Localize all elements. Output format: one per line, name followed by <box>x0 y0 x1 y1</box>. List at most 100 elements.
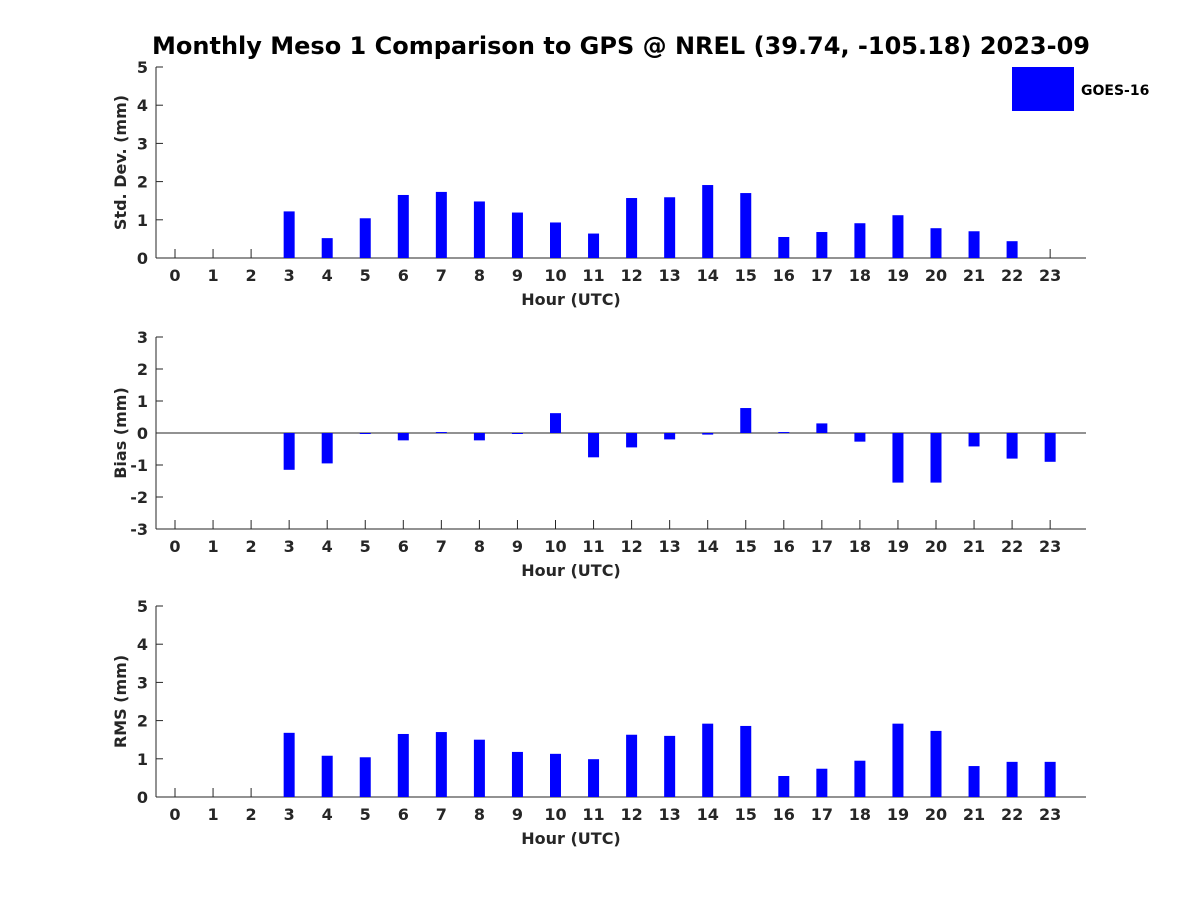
x-tick-label: 19 <box>887 537 909 556</box>
bar-rms-hour-19 <box>892 723 904 797</box>
x-tick-label: 6 <box>398 805 409 824</box>
x-tick-label: 4 <box>322 537 333 556</box>
bar-rms-hour-8 <box>473 739 485 797</box>
x-tick-label: 18 <box>849 266 871 285</box>
y-tick-label: 2 <box>137 360 148 379</box>
x-tick-label: 19 <box>887 805 909 824</box>
x-tick-label: 0 <box>169 805 180 824</box>
bar-rms-hour-13 <box>664 735 676 797</box>
x-tick-label: 0 <box>169 537 180 556</box>
x-tick-label: 10 <box>544 266 566 285</box>
bar-std-hour-6 <box>397 194 409 258</box>
bar-bias-hour-18 <box>854 433 866 442</box>
bar-rms-hour-6 <box>397 733 409 797</box>
y-tick-label: 4 <box>137 96 148 115</box>
bar-rms-hour-4 <box>321 755 333 797</box>
x-tick-label: 7 <box>436 537 447 556</box>
x-tick-label: 4 <box>322 266 333 285</box>
x-tick-label: 6 <box>398 537 409 556</box>
x-tick-label: 12 <box>620 805 642 824</box>
y-axis-label: Std. Dev. (mm) <box>111 95 130 230</box>
bar-bias-hour-20 <box>930 433 942 483</box>
x-tick-label: 5 <box>360 266 371 285</box>
x-tick-label: 20 <box>925 537 947 556</box>
bar-bias-hour-9 <box>511 433 523 434</box>
x-tick-label: 17 <box>811 266 833 285</box>
bar-bias-hour-17 <box>816 423 828 433</box>
y-axis-label: Bias (mm) <box>111 387 130 479</box>
bar-rms-hour-3 <box>283 732 295 797</box>
bar-std-hour-13 <box>664 197 676 258</box>
x-tick-label: 23 <box>1039 537 1061 556</box>
bar-rms-hour-14 <box>702 723 714 797</box>
x-tick-label: 15 <box>735 805 757 824</box>
x-tick-label: 14 <box>697 537 719 556</box>
x-tick-label: 14 <box>697 805 719 824</box>
x-tick-label: 9 <box>512 805 523 824</box>
x-tick-label: 16 <box>773 805 795 824</box>
bar-std-hour-9 <box>511 212 523 258</box>
bar-bias-hour-11 <box>588 433 600 458</box>
bar-std-hour-19 <box>892 215 904 258</box>
x-tick-label: 9 <box>512 266 523 285</box>
y-tick-label: 4 <box>137 635 148 654</box>
bar-bias-hour-16 <box>778 432 790 434</box>
bar-std-hour-4 <box>321 238 333 258</box>
bar-rms-hour-15 <box>740 725 752 797</box>
bar-rms-hour-22 <box>1006 761 1018 797</box>
y-tick-label: 0 <box>137 424 148 443</box>
x-tick-label: 13 <box>659 805 681 824</box>
x-tick-label: 0 <box>169 266 180 285</box>
bar-std-hour-12 <box>626 198 638 258</box>
x-tick-label: 6 <box>398 266 409 285</box>
bar-rms-hour-23 <box>1044 761 1056 797</box>
x-tick-label: 20 <box>925 266 947 285</box>
bar-std-hour-8 <box>473 201 485 258</box>
bar-std-hour-3 <box>283 211 295 258</box>
y-tick-label: 0 <box>137 249 148 268</box>
x-tick-label: 17 <box>811 805 833 824</box>
bar-rms-hour-16 <box>778 775 790 797</box>
x-tick-label: 23 <box>1039 805 1061 824</box>
x-tick-label: 21 <box>963 537 985 556</box>
x-tick-label: 4 <box>322 805 333 824</box>
x-tick-label: 2 <box>246 805 257 824</box>
y-tick-label: 5 <box>137 58 148 77</box>
y-tick-label: -2 <box>130 488 148 507</box>
x-tick-label: 1 <box>207 805 218 824</box>
x-tick-label: 22 <box>1001 805 1023 824</box>
bar-std-hour-22 <box>1006 241 1018 258</box>
x-tick-label: 12 <box>620 537 642 556</box>
bar-rms-hour-20 <box>930 730 942 797</box>
y-tick-label: -3 <box>130 520 148 539</box>
bar-rms-hour-21 <box>968 766 980 797</box>
x-axis-label: Hour (UTC) <box>521 290 621 309</box>
x-tick-label: 2 <box>246 266 257 285</box>
y-axis-label: RMS (mm) <box>111 655 130 748</box>
x-tick-label: 11 <box>582 805 604 824</box>
bar-bias-hour-3 <box>283 433 295 470</box>
y-tick-label: 3 <box>137 328 148 347</box>
bar-bias-hour-19 <box>892 433 904 483</box>
x-tick-label: 11 <box>582 266 604 285</box>
bar-rms-hour-5 <box>359 757 371 797</box>
bar-bias-hour-23 <box>1044 433 1056 462</box>
bar-bias-hour-4 <box>321 433 333 464</box>
y-tick-label: 1 <box>137 211 148 230</box>
bar-bias-hour-5 <box>359 433 371 434</box>
bar-rms-hour-17 <box>816 768 828 797</box>
y-tick-label: 0 <box>137 788 148 807</box>
bar-bias-hour-12 <box>626 433 638 448</box>
bar-bias-hour-13 <box>664 433 676 440</box>
y-tick-label: 1 <box>137 750 148 769</box>
x-tick-label: 7 <box>436 805 447 824</box>
x-tick-label: 19 <box>887 266 909 285</box>
bar-std-hour-21 <box>968 231 980 258</box>
bar-rms-hour-11 <box>588 759 600 797</box>
x-tick-label: 20 <box>925 805 947 824</box>
legend-label: GOES-16 <box>1081 83 1149 99</box>
